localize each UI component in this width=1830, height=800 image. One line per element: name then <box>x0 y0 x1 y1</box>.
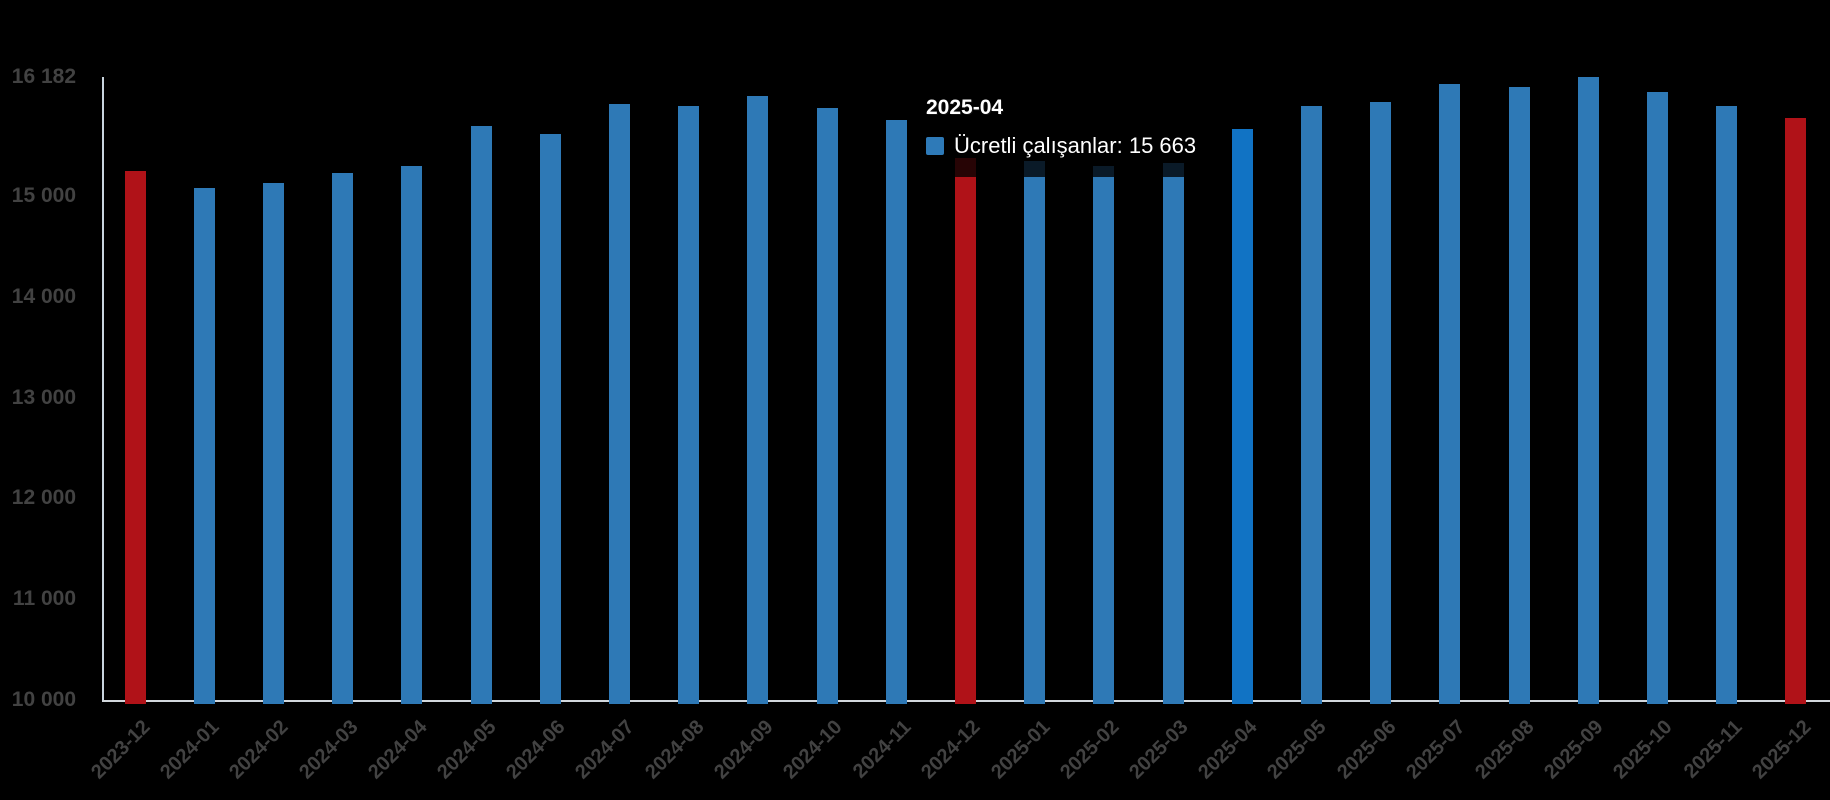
bar-2025-05[interactable] <box>1300 105 1322 704</box>
x-tick-label: 2025-04 <box>1194 716 1262 784</box>
x-tick-label: 2025-12 <box>1747 716 1816 784</box>
y-tick-label: 12 000 <box>11 486 76 510</box>
tooltip-row: Ücretli çalışanlar: 15 663 <box>926 134 1230 158</box>
y-tick-label: 14 000 <box>11 284 76 308</box>
bar-2024-10[interactable] <box>816 108 838 704</box>
x-tick-label: 2024-04 <box>363 716 432 784</box>
bar-2025-09[interactable] <box>1577 77 1599 704</box>
bar-2024-07[interactable] <box>608 103 630 704</box>
x-tick-label: 2025-11 <box>1679 716 1747 783</box>
bar-2025-08[interactable] <box>1508 86 1530 704</box>
series-swatch-icon <box>926 137 944 155</box>
y-tick-label: 16 182 <box>11 65 76 88</box>
x-tick-label: 2024-01 <box>156 716 224 784</box>
tooltip: 2025-04 Ücretli çalışanlar: 15 663 <box>912 85 1230 177</box>
bar-2024-08[interactable] <box>678 105 700 704</box>
bar-2024-06[interactable] <box>539 134 561 704</box>
bar-2024-05[interactable] <box>470 125 492 704</box>
bar-2024-03[interactable] <box>332 172 354 704</box>
y-tick-label: 10 000 <box>11 688 76 711</box>
x-tick-label: 2025-01 <box>986 716 1055 784</box>
bar-2025-07[interactable] <box>1439 84 1461 704</box>
tooltip-value-text: Ücretli çalışanlar: 15 663 <box>954 133 1197 158</box>
bar-2024-02[interactable] <box>262 183 284 704</box>
bar-2025-04[interactable] <box>1231 129 1253 704</box>
x-tick-label: 2024-05 <box>433 716 501 784</box>
x-tick-label: 2024-07 <box>571 716 639 784</box>
x-tick-label: 2024-02 <box>225 716 293 784</box>
bar-2025-06[interactable] <box>1370 101 1392 704</box>
x-tick-label: 2024-11 <box>849 716 916 783</box>
x-tick-label: 2025-07 <box>1401 716 1470 784</box>
bar-2025-12[interactable] <box>1785 118 1807 704</box>
y-axis-line <box>101 77 104 700</box>
bar-2024-09[interactable] <box>747 95 769 704</box>
x-tick-label: 2025-09 <box>1540 716 1608 784</box>
bar-2025-03[interactable] <box>1162 163 1184 704</box>
y-tick-label: 13 000 <box>11 385 76 409</box>
x-tick-label: 2025-02 <box>1055 716 1124 784</box>
x-tick-label: 2025-08 <box>1471 716 1539 784</box>
bar-2024-11[interactable] <box>885 119 907 704</box>
bar-2023-12[interactable] <box>124 171 146 704</box>
tooltip-title: 2025-04 <box>926 96 1004 119</box>
x-tick-label: 2024-08 <box>640 716 709 784</box>
x-tick-label: 2024-03 <box>294 716 363 784</box>
x-tick-label: 2024-06 <box>502 716 570 784</box>
x-tick-label: 2024-10 <box>779 716 847 784</box>
bar-2025-01[interactable] <box>1024 160 1046 704</box>
x-tick-label: 2024-12 <box>917 716 985 784</box>
x-tick-label: 2025-06 <box>1332 716 1401 784</box>
x-tick-label: 2025-10 <box>1609 716 1677 784</box>
y-tick-label: 15 000 <box>11 184 76 208</box>
x-tick-label: 2025-03 <box>1125 716 1193 784</box>
bar-2025-10[interactable] <box>1646 92 1668 704</box>
bar-2024-12[interactable] <box>954 158 976 704</box>
x-tick-label: 2023-12 <box>87 716 155 784</box>
x-tick-label: 2024-09 <box>709 716 778 784</box>
bar-2024-01[interactable] <box>193 188 215 704</box>
bar-2025-02[interactable] <box>1093 165 1115 704</box>
bar-2025-11[interactable] <box>1716 105 1738 704</box>
x-tick-label: 2025-05 <box>1263 716 1331 784</box>
y-tick-label: 11 000 <box>12 587 76 611</box>
bar-2024-04[interactable] <box>401 165 423 704</box>
